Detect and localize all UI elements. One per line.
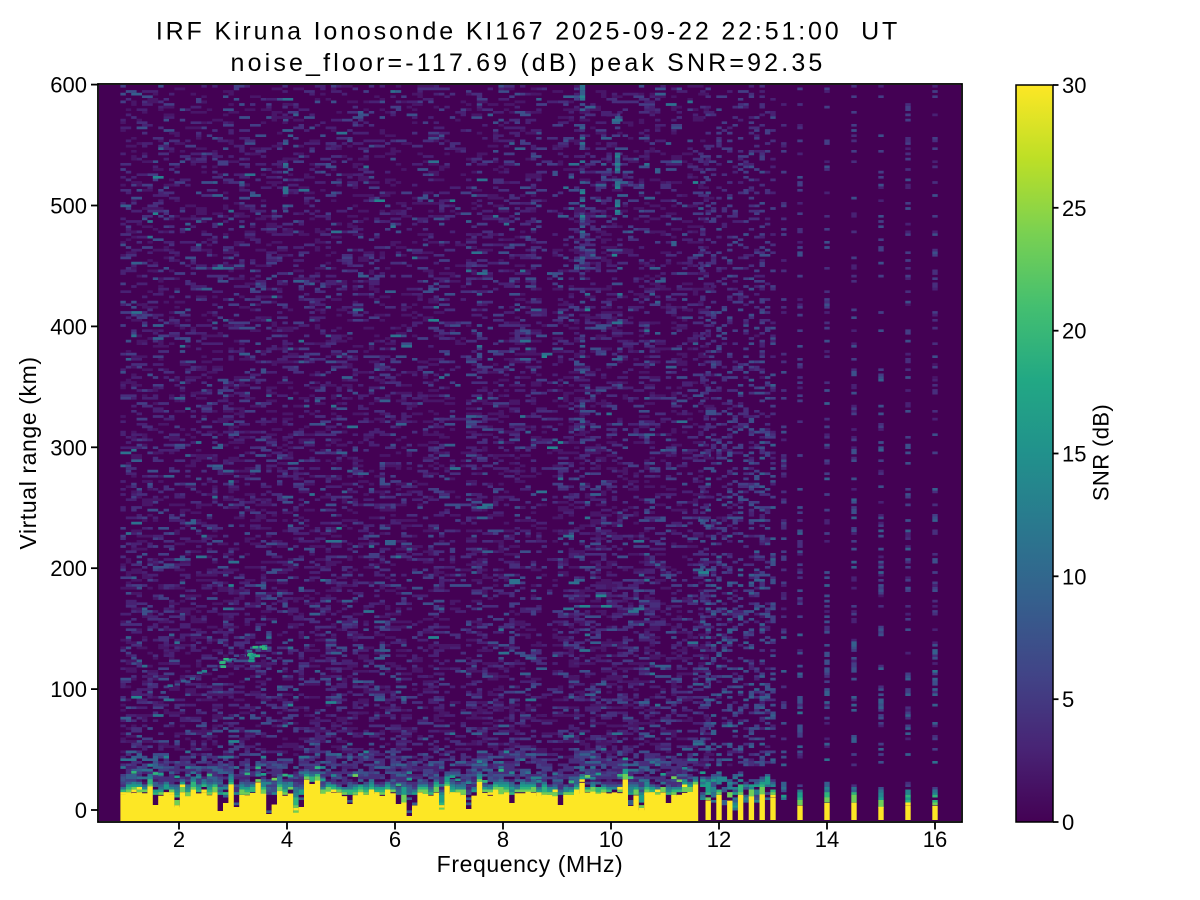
svg-text:0: 0: [75, 798, 87, 823]
svg-text:500: 500: [50, 194, 87, 219]
svg-text:10: 10: [599, 827, 623, 852]
svg-text:8: 8: [497, 827, 509, 852]
svg-text:5: 5: [1062, 687, 1074, 712]
svg-text:15: 15: [1062, 442, 1086, 467]
svg-text:0: 0: [1062, 810, 1074, 835]
svg-text:30: 30: [1062, 73, 1086, 98]
svg-text:600: 600: [50, 73, 87, 98]
svg-text:12: 12: [707, 827, 731, 852]
svg-text:SNR (dB): SNR (dB): [1089, 404, 1114, 501]
svg-text:Virtual range (km): Virtual range (km): [15, 356, 41, 549]
svg-text:Frequency (MHz): Frequency (MHz): [437, 851, 624, 877]
svg-text:2: 2: [173, 827, 185, 852]
svg-text:14: 14: [815, 827, 839, 852]
svg-text:200: 200: [50, 556, 87, 581]
svg-text:400: 400: [50, 314, 87, 339]
svg-text:20: 20: [1062, 319, 1086, 344]
svg-text:noise_floor=-117.69 (dB) peak: noise_floor=-117.69 (dB) peak SNR=92.35: [231, 49, 826, 77]
svg-text:16: 16: [923, 827, 947, 852]
svg-text:4: 4: [281, 827, 293, 852]
svg-text:6: 6: [389, 827, 401, 852]
svg-text:100: 100: [50, 677, 87, 702]
svg-text:300: 300: [50, 435, 87, 460]
svg-text:10: 10: [1062, 564, 1086, 589]
svg-text:IRF Kiruna Ionosonde KI167 202: IRF Kiruna Ionosonde KI167 2025-09-22 22…: [156, 18, 900, 46]
svg-text:25: 25: [1062, 196, 1086, 221]
